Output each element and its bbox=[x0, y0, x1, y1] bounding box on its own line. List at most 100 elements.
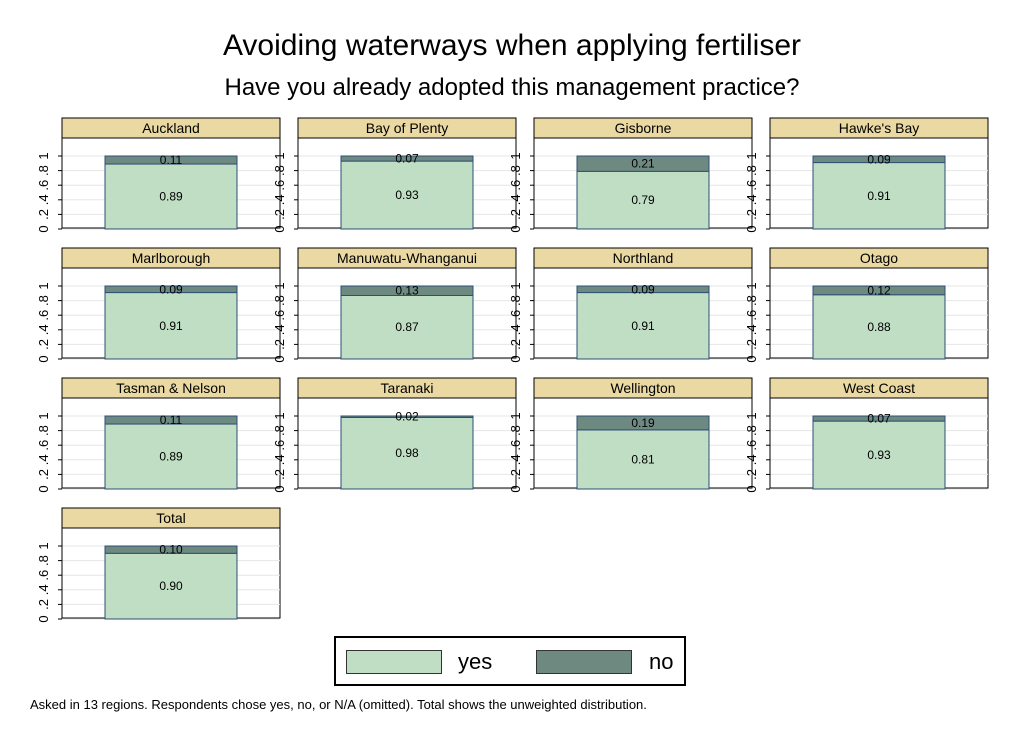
label-yes-west-coast: 0.93 bbox=[867, 448, 891, 462]
bar-yes-total bbox=[104, 552, 238, 620]
y-tick-label: .4 bbox=[36, 194, 51, 205]
y-tick-label: .8 bbox=[744, 295, 759, 306]
footnote: Asked in 13 regions. Respondents chose y… bbox=[30, 697, 647, 712]
bar-yes-bay-of-plenty bbox=[340, 160, 474, 230]
y-tick-label: .2 bbox=[272, 209, 287, 220]
bar-yes-auckland bbox=[104, 163, 238, 230]
y-tick-label: 1 bbox=[36, 412, 51, 419]
y-tick-label: .4 bbox=[508, 324, 523, 335]
bar-no-hawke-s-bay bbox=[812, 155, 946, 164]
panel-title-bay-of-plenty: Bay of Plenty bbox=[366, 120, 449, 136]
y-tick-label: .6 bbox=[744, 180, 759, 191]
label-no-bay-of-plenty: 0.07 bbox=[395, 152, 419, 166]
y-tick-label: 1 bbox=[272, 152, 287, 159]
label-yes-bay-of-plenty: 0.93 bbox=[395, 188, 419, 202]
label-no-gisborne: 0.21 bbox=[631, 157, 655, 171]
y-tick-label: 1 bbox=[508, 412, 523, 419]
label-yes-taranaki: 0.98 bbox=[395, 446, 419, 460]
label-no-otago: 0.12 bbox=[867, 283, 891, 297]
legend-swatch-yes bbox=[346, 650, 442, 674]
label-no-northland: 0.09 bbox=[631, 282, 655, 296]
y-tick-label: .8 bbox=[272, 425, 287, 436]
label-yes-tasman-nelson: 0.89 bbox=[159, 450, 183, 464]
label-yes-hawke-s-bay: 0.91 bbox=[867, 189, 891, 203]
y-tick-label: 0 bbox=[744, 355, 759, 362]
y-tick-label: .4 bbox=[744, 194, 759, 205]
label-no-taranaki: 0.02 bbox=[395, 410, 419, 424]
y-tick-label: .4 bbox=[272, 324, 287, 335]
label-yes-gisborne: 0.79 bbox=[631, 193, 655, 207]
y-tick-label: 0 bbox=[272, 225, 287, 232]
y-tick-label: 1 bbox=[36, 542, 51, 549]
y-tick-label: .8 bbox=[272, 165, 287, 176]
bar-yes-otago bbox=[812, 294, 946, 360]
y-tick-label: .4 bbox=[36, 584, 51, 595]
label-no-total: 0.10 bbox=[159, 543, 183, 557]
label-no-wellington: 0.19 bbox=[631, 416, 655, 430]
panel-title-taranaki: Taranaki bbox=[381, 380, 434, 396]
bar-no-taranaki bbox=[340, 415, 474, 418]
y-tick-label: 0 bbox=[36, 485, 51, 492]
label-no-marlborough: 0.09 bbox=[159, 282, 183, 296]
y-tick-label: .6 bbox=[36, 180, 51, 191]
y-tick-label: 1 bbox=[272, 282, 287, 289]
y-tick-label: 0 bbox=[508, 225, 523, 232]
y-tick-label: .2 bbox=[744, 469, 759, 480]
y-tick-label: .4 bbox=[36, 454, 51, 465]
y-tick-label: .6 bbox=[744, 440, 759, 451]
y-tick-label: .6 bbox=[744, 310, 759, 321]
y-tick-label: 1 bbox=[508, 282, 523, 289]
panel-title-northland: Northland bbox=[613, 250, 674, 266]
label-yes-otago: 0.88 bbox=[867, 320, 891, 334]
legend-label-no: no bbox=[649, 649, 674, 674]
bar-no-auckland bbox=[104, 155, 238, 165]
bar-no-manuwatu-whanganui bbox=[340, 285, 474, 296]
y-tick-label: 0 bbox=[508, 485, 523, 492]
bar-no-marlborough bbox=[104, 285, 238, 294]
y-tick-label: .6 bbox=[36, 570, 51, 581]
label-yes-auckland: 0.89 bbox=[159, 190, 183, 204]
y-tick-label: 1 bbox=[744, 152, 759, 159]
label-yes-total: 0.90 bbox=[159, 579, 183, 593]
panel-title-otago: Otago bbox=[860, 250, 898, 266]
y-tick-label: .8 bbox=[36, 165, 51, 176]
y-tick-label: .6 bbox=[36, 440, 51, 451]
y-tick-label: .2 bbox=[744, 339, 759, 350]
y-tick-label: .2 bbox=[36, 469, 51, 480]
y-tick-label: 0 bbox=[36, 615, 51, 622]
panel-title-hawke-s-bay: Hawke's Bay bbox=[839, 120, 919, 136]
bar-no-total bbox=[104, 545, 238, 554]
chart-subtitle: Have you already adopted this management… bbox=[224, 74, 800, 101]
y-tick-label: 0 bbox=[744, 225, 759, 232]
y-tick-label: .8 bbox=[508, 165, 523, 176]
y-tick-label: .8 bbox=[744, 425, 759, 436]
label-yes-marlborough: 0.91 bbox=[159, 319, 183, 333]
y-tick-label: .4 bbox=[508, 454, 523, 465]
label-no-manuwatu-whanganui: 0.13 bbox=[395, 284, 419, 298]
bar-no-tasman-nelson bbox=[104, 415, 238, 425]
y-tick-label: .6 bbox=[272, 310, 287, 321]
y-tick-label: .4 bbox=[508, 194, 523, 205]
bar-no-west-coast bbox=[812, 415, 946, 422]
label-yes-northland: 0.91 bbox=[631, 319, 655, 333]
legend-label-yes: yes bbox=[458, 649, 493, 674]
y-tick-label: 1 bbox=[744, 282, 759, 289]
legend: yes no bbox=[334, 636, 686, 686]
label-yes-wellington: 0.81 bbox=[631, 452, 655, 466]
y-tick-label: 1 bbox=[272, 412, 287, 419]
label-no-auckland: 0.11 bbox=[160, 153, 183, 167]
y-tick-label: .2 bbox=[36, 339, 51, 350]
y-tick-label: .6 bbox=[508, 310, 523, 321]
panel-title-total: Total bbox=[156, 510, 186, 526]
y-tick-label: .4 bbox=[36, 324, 51, 335]
y-tick-label: 1 bbox=[36, 282, 51, 289]
y-tick-label: .8 bbox=[36, 555, 51, 566]
y-tick-label: .4 bbox=[744, 454, 759, 465]
panel-title-manuwatu-whanganui: Manuwatu-Whanganui bbox=[337, 250, 477, 266]
panel-title-tasman-nelson: Tasman & Nelson bbox=[116, 380, 226, 396]
y-tick-label: .4 bbox=[272, 454, 287, 465]
y-tick-label: 1 bbox=[508, 152, 523, 159]
panel-title-west-coast: West Coast bbox=[843, 380, 915, 396]
y-tick-label: .6 bbox=[508, 440, 523, 451]
y-tick-label: .4 bbox=[744, 324, 759, 335]
